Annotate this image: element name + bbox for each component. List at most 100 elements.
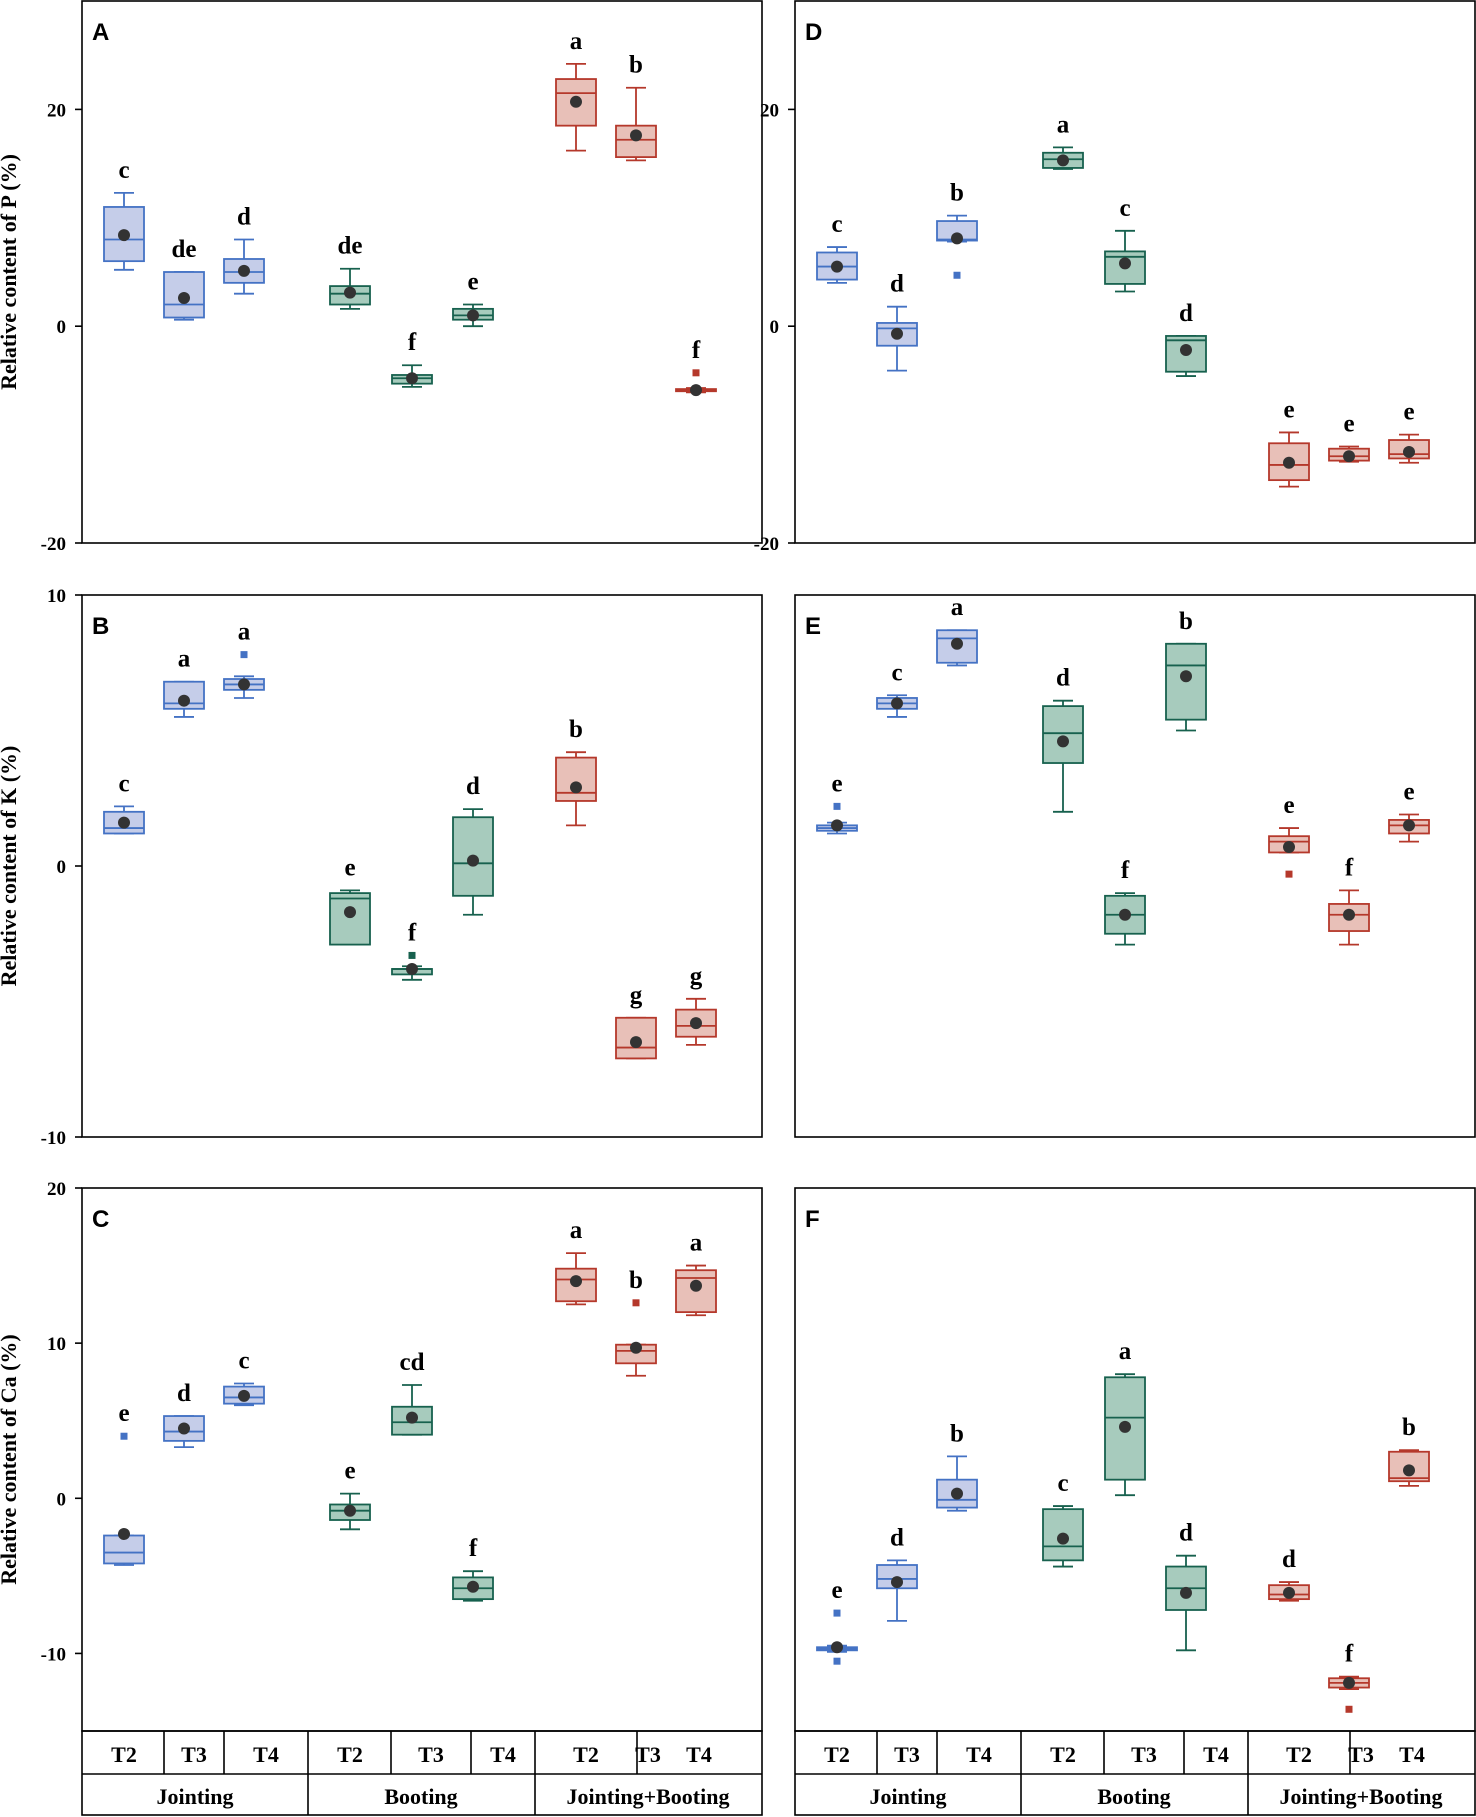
mean-dot <box>1403 1464 1415 1477</box>
box-booting-t3: f <box>391 919 433 981</box>
box-booting-t3: a <box>1104 1338 1146 1497</box>
significance-label: g <box>630 982 643 1009</box>
y-tick-label: 20 <box>47 1179 66 1200</box>
significance-label: d <box>890 271 904 298</box>
significance-label: a <box>1057 111 1070 138</box>
mean-dot <box>1283 456 1295 469</box>
significance-label: de <box>338 233 363 260</box>
significance-label: c <box>1057 1470 1068 1497</box>
significance-label: e <box>344 854 355 881</box>
mean-dot <box>1283 1586 1295 1599</box>
outlier-point <box>833 1609 841 1617</box>
box-jointing-booting-t2: d <box>1268 1546 1310 1602</box>
significance-label: d <box>466 773 480 800</box>
significance-label: a <box>951 594 964 621</box>
mean-dot <box>1343 908 1355 921</box>
significance-label: d <box>1179 300 1193 327</box>
significance-label: e <box>344 1458 355 1485</box>
significance-label: f <box>1121 857 1130 884</box>
significance-label: a <box>178 646 191 673</box>
mean-dot <box>1283 841 1295 854</box>
y-tick-label: 0 <box>57 857 67 878</box>
x-category-label: T2 <box>1286 1742 1312 1767</box>
box-jointing-booting-t2: b <box>555 716 597 827</box>
mean-dot <box>238 1389 250 1402</box>
mean-dot <box>690 1279 702 1292</box>
box-jointing-booting-t3: f <box>1328 854 1370 946</box>
significance-label: a <box>570 28 583 55</box>
significance-label: e <box>1283 396 1294 423</box>
box-booting-t2: e <box>329 854 371 946</box>
mean-dot <box>1057 154 1069 167</box>
x-category-label: T3 <box>181 1742 207 1767</box>
box-booting-t2: d <box>1042 665 1084 813</box>
x-group-label: Booting <box>1097 1784 1170 1809</box>
mean-dot <box>1119 1420 1131 1433</box>
mean-dot <box>406 372 418 385</box>
panel-D: D -20 0 20 c d b a c d e e e <box>754 0 1476 555</box>
mean-dot <box>690 1017 702 1030</box>
box-jointing-booting-t4: a <box>675 1230 717 1317</box>
x-category-label: T4 <box>1203 1742 1229 1767</box>
panel-frame <box>794 0 1476 544</box>
x-category-label: T2 <box>111 1742 137 1767</box>
panel-F: Fe d b c a d d f b <box>794 1187 1476 1732</box>
box-jointing-booting-t2: e <box>1268 792 1310 878</box>
x-category-label: T3 <box>894 1742 920 1767</box>
mean-dot <box>570 781 582 794</box>
box-booting-t4: d <box>1165 1520 1207 1652</box>
x-category-label: T4 <box>490 1742 516 1767</box>
mean-dot <box>630 1036 642 1049</box>
box-jointing-booting-t4: g <box>675 963 717 1046</box>
mean-dot <box>178 1422 190 1435</box>
panel-frame <box>81 1187 763 1732</box>
y-axis-title: Relative content of K (%) <box>0 746 21 987</box>
box-jointing-t3: d <box>876 271 918 372</box>
box-jointing-t4: b <box>936 1420 978 1512</box>
box-jointing-booting-t3: b <box>615 52 657 162</box>
table-frame <box>794 1730 1476 1816</box>
significance-label: b <box>629 1267 643 1294</box>
panel-letter: C <box>92 1206 109 1233</box>
box-jointing-booting-t3: g <box>615 982 657 1060</box>
mean-dot <box>1180 344 1192 357</box>
panel-frame <box>794 594 1476 1138</box>
mean-dot <box>406 1411 418 1424</box>
panel-letter: F <box>805 1206 820 1233</box>
mean-dot <box>118 229 130 242</box>
panel-frame <box>81 0 763 544</box>
panel-C: C -10 0 10 20 Relative content of Ca (%) e d c e c… <box>0 1179 763 1732</box>
box-jointing-booting-t3: b <box>615 1267 657 1377</box>
box-jointing-booting-t2: a <box>555 1217 597 1306</box>
box-jointing-t4: a <box>936 594 978 667</box>
x-category-label: T3 <box>1348 1742 1374 1767</box>
mean-dot <box>1343 450 1355 463</box>
mean-dot <box>891 1576 903 1589</box>
box-jointing-t3: c <box>876 659 918 718</box>
significance-label: f <box>469 1535 478 1562</box>
significance-label: f <box>692 337 701 364</box>
box-jointing-t4: b <box>936 180 978 279</box>
panel-E: Ee c a d f b e f e <box>794 594 1476 1138</box>
significance-label: d <box>890 1524 904 1551</box>
mean-dot <box>891 327 903 340</box>
significance-label: e <box>1403 779 1414 806</box>
outlier-point <box>953 271 961 279</box>
mean-dot <box>406 962 418 975</box>
mean-dot <box>1403 445 1415 458</box>
box-jointing-t4: c <box>223 1347 265 1407</box>
mean-dot <box>951 232 963 245</box>
significance-label: d <box>1282 1546 1296 1573</box>
significance-label: f <box>408 329 417 356</box>
y-tick-label: 0 <box>770 317 780 338</box>
box-booting-t4: e <box>452 269 494 328</box>
box-booting-t4: f <box>452 1535 494 1602</box>
box-booting-t3: cd <box>391 1349 433 1436</box>
box-booting-t2: de <box>329 233 371 310</box>
outlier-point <box>120 1432 128 1440</box>
y-tick-label: -20 <box>41 534 66 555</box>
mean-dot <box>1180 1586 1192 1599</box>
y-tick-label: -20 <box>754 534 779 555</box>
x-category-label: T2 <box>573 1742 599 1767</box>
